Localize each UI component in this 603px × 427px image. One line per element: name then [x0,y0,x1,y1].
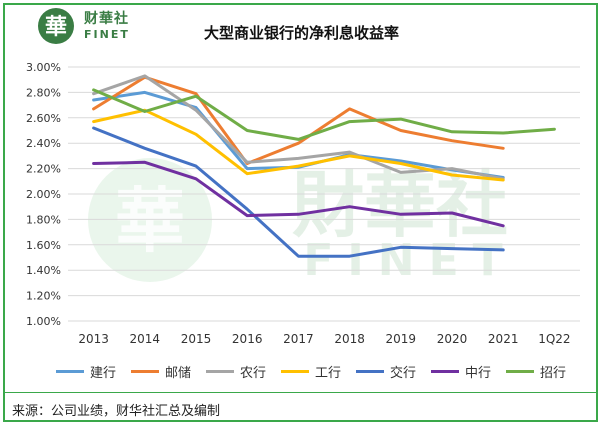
legend-item: 农行 [206,362,267,381]
legend-label: 建行 [90,365,117,381]
footer-divider [5,392,598,393]
watermark: 華 財華社 FINET [88,158,516,286]
legend-item: 工行 [281,362,342,381]
y-tick-label: 1.20% [26,290,61,303]
series-line-4 [92,126,505,258]
legend-swatch [506,369,534,373]
y-axis: 3.00% 2.80% 2.60% 2.40% 2.20% 2.00% 1.80% 1.60%… [26,61,61,328]
legend-item: 中行 [431,362,492,381]
legend-swatch [206,369,234,373]
legend-swatch [56,369,84,373]
legend-swatch [281,369,309,373]
chart-title: 大型商业银行的净利息收益率 [203,24,399,42]
y-tick-label: 1.80% [26,213,61,226]
x-tick-label: 2015 [181,332,212,346]
x-tick-label: 2018 [334,332,365,346]
x-tick-label: 2016 [232,332,263,346]
y-tick-label: 2.40% [26,137,61,150]
legend-label: 交行 [390,365,417,381]
series-line-6 [92,88,556,141]
watermark-seal-text: 華 [115,179,185,262]
legend-item: 交行 [356,362,417,381]
series-group [92,74,556,258]
x-axis: 2013 2014 2015 2016 2017 2018 2019 2020 2021 1Q22 [78,332,570,346]
series-line-1 [92,75,505,165]
finet-logo: 華 财華社 FINET [36,6,146,46]
legend-label: 招行 [540,365,567,381]
series-line-5 [92,160,505,228]
legend-item: 招行 [506,362,567,381]
source-note: 来源：公司业绩，财华社汇总及编制 [12,404,221,419]
y-tick-label: 2.60% [26,112,61,125]
y-tick-label: 1.40% [26,264,61,277]
legend-label: 中行 [465,365,492,381]
y-tick-label: 3.00% [26,61,61,74]
logo-seal-text: 華 [45,14,67,40]
logo-seal-icon: 華 [38,8,74,44]
legend-item: 邮储 [131,362,192,381]
legend-item: 建行 [56,362,117,381]
x-tick-label: 2013 [78,332,109,346]
y-tick-label: 2.80% [26,86,61,99]
x-tick-label: 2014 [130,332,161,346]
legend-swatch [431,369,459,373]
legend-label: 工行 [315,365,342,381]
watermark-seal: 華 [88,158,212,282]
x-tick-label: 2017 [283,332,314,346]
legend-label: 邮储 [165,365,192,381]
x-tick-label: 1Q22 [538,332,570,346]
y-tick-label: 1.00% [26,315,61,328]
y-tick-label: 2.20% [26,163,61,176]
x-tick-label: 2021 [488,332,519,346]
legend: 建行 邮储 农行 工行 交行 中行 招行 [56,362,576,381]
x-tick-label: 2020 [437,332,468,346]
logo-cn-text: 财華社 [84,11,129,27]
series-line-3 [92,108,505,182]
legend-swatch [131,369,159,373]
x-tick-label: 2019 [386,332,417,346]
gridlines [68,66,580,322]
legend-label: 农行 [240,365,267,381]
legend-swatch [356,369,384,373]
watermark-en-text: FINET [303,235,516,286]
y-tick-label: 2.00% [26,188,61,201]
y-tick-label: 1.60% [26,239,61,252]
logo-en-text: FINET [84,28,130,41]
